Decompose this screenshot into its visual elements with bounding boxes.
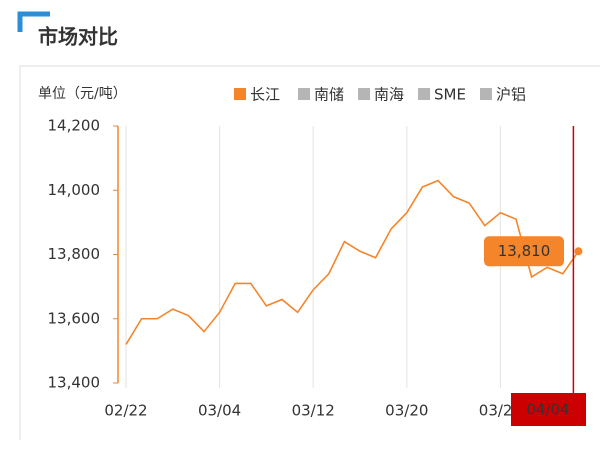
legend-marker — [358, 88, 371, 100]
x-highlight-label: 04/04 — [526, 401, 569, 419]
y-tick-label: 13,400 — [48, 374, 101, 392]
line-series — [125, 179, 580, 345]
legend-marker — [298, 88, 310, 100]
legend-label: SME — [434, 86, 466, 104]
card-border — [19, 65, 600, 440]
x-tick-label: 03/12 — [292, 402, 335, 420]
legend-marker — [234, 88, 246, 100]
legend-label: 南储 — [314, 86, 344, 104]
page-title: 市场对比 — [38, 25, 118, 49]
title-corner — [17, 11, 50, 32]
x-highlight-box — [511, 393, 586, 426]
legend-label: 南海 — [374, 86, 404, 104]
point — [574, 247, 583, 256]
legend-marker — [418, 88, 431, 100]
x-tick-label: 03/20 — [385, 402, 428, 420]
legend-label: 沪铝 — [496, 86, 526, 104]
legend-marker — [479, 88, 492, 100]
data-label: 13,810 — [498, 242, 551, 260]
y-tick-label: 13,600 — [48, 309, 101, 327]
y-axis-label: 单位（元/吨） — [38, 86, 127, 102]
x-tick-label: 03/04 — [198, 402, 241, 420]
legend-label: 长江 — [250, 86, 280, 104]
tooltip-box — [484, 236, 564, 267]
y-tick-label: 14,200 — [48, 117, 101, 135]
y-tick-label: 14,000 — [48, 181, 101, 199]
x-tick-label: 02/22 — [104, 402, 147, 420]
y-tick-label: 13,800 — [48, 245, 101, 263]
